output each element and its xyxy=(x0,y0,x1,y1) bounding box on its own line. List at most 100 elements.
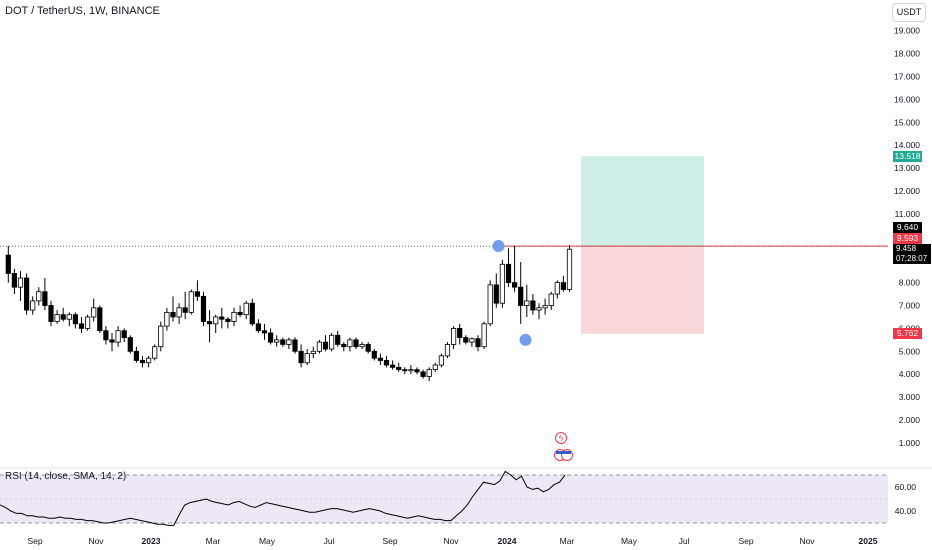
time-tick-label: May xyxy=(259,536,276,546)
symbol-title[interactable]: DOT / TetherUS, 1W, BINANCE xyxy=(5,5,160,17)
time-tick-label: Sep xyxy=(27,536,42,546)
candle-down xyxy=(322,341,329,350)
candle-down xyxy=(206,321,213,325)
candle-down xyxy=(127,337,133,352)
candle-up xyxy=(91,307,97,318)
bar-countdown: 07:28:07 xyxy=(896,254,928,263)
stop-price-badge: 5.762 xyxy=(893,328,922,339)
candle-down xyxy=(103,330,109,341)
candle-down xyxy=(11,273,17,288)
candle-up xyxy=(481,323,487,348)
candle-up xyxy=(450,327,457,345)
candle-down xyxy=(493,284,499,304)
candle-up xyxy=(54,314,60,322)
candle-up xyxy=(152,346,158,359)
candle-down xyxy=(267,332,274,343)
candle-down xyxy=(512,282,518,288)
candle-down xyxy=(109,339,115,343)
price-tick-label: 14.000 xyxy=(894,140,920,150)
price-tick-label: 13.000 xyxy=(894,163,920,173)
candle-up xyxy=(188,291,194,313)
stop-zone xyxy=(581,246,704,334)
time-tick-label: Mar xyxy=(206,536,221,546)
candle-down xyxy=(298,350,304,364)
candle-down xyxy=(249,302,255,325)
lightning-icon: ϟ xyxy=(559,434,564,443)
price-tick-label: 12.000 xyxy=(894,186,920,196)
time-tick-label: 2025 xyxy=(859,536,878,546)
candle-up xyxy=(542,305,548,309)
candle-down xyxy=(463,337,469,343)
candle-up xyxy=(432,364,438,371)
currency-button[interactable]: USDT xyxy=(892,3,926,22)
candle-down xyxy=(182,307,188,313)
candle-up xyxy=(444,344,451,357)
price-tick-label: 15.000 xyxy=(894,117,920,127)
candle-up xyxy=(347,339,353,348)
last-price-badge: 9.458 07:28:07 xyxy=(893,244,931,264)
candle-down xyxy=(139,360,146,364)
candle-up xyxy=(316,341,323,352)
candle-up xyxy=(164,311,170,327)
event-icons[interactable]: ϟ xyxy=(554,432,573,461)
long-position-tool[interactable] xyxy=(0,156,888,334)
candle-down xyxy=(255,323,262,332)
candle-up xyxy=(554,282,560,295)
candle-down xyxy=(530,300,536,311)
high-marker-dot xyxy=(492,240,505,253)
markers xyxy=(492,240,532,346)
entry-price-badge: 9.593 xyxy=(893,233,922,244)
rsi-tick-label: 60.00 xyxy=(895,482,917,492)
rsi-pane[interactable]: 60.00 40.00 xyxy=(0,467,932,526)
candle-down xyxy=(200,295,207,322)
candle-down xyxy=(518,286,524,306)
candle-down xyxy=(48,305,54,322)
candle-down xyxy=(60,314,66,320)
candle-down xyxy=(505,263,512,283)
candle-down xyxy=(5,254,11,274)
candle-up xyxy=(548,293,554,306)
candle-down xyxy=(414,369,420,373)
candle-up xyxy=(274,339,280,343)
rsi-line xyxy=(0,470,566,526)
target-zone xyxy=(581,156,704,247)
time-tick-label: Mar xyxy=(560,536,575,546)
candle-down xyxy=(335,334,341,345)
candle-down xyxy=(353,339,359,348)
candle-up xyxy=(328,334,335,350)
time-tick-label: Sep xyxy=(382,536,397,546)
candle-down xyxy=(371,350,377,359)
price-tick-label: 19.000 xyxy=(894,26,920,36)
price-tick-label: 16.000 xyxy=(894,94,920,104)
candle-down xyxy=(389,364,396,368)
price-tick-label: 11.000 xyxy=(895,209,921,219)
candle-down xyxy=(42,291,48,306)
time-tick-label: Jul xyxy=(679,536,690,546)
price-tick-label: 3.000 xyxy=(899,392,921,402)
price-tick-label: 5.000 xyxy=(899,346,921,356)
candle-down xyxy=(78,323,85,329)
time-axis[interactable]: Sep Nov 2023 Mar May Jul Sep Nov 2024 Mar May Jul Se… xyxy=(27,536,877,546)
us-flag-icon xyxy=(556,451,564,454)
price-tick-label: 18.000 xyxy=(894,49,920,59)
candle-down xyxy=(170,311,176,318)
time-tick-label: Jul xyxy=(324,536,335,546)
candle-down xyxy=(194,291,200,297)
candle-down xyxy=(420,371,426,377)
candle-down xyxy=(341,344,347,348)
candle-up xyxy=(566,248,573,290)
candle-down xyxy=(377,357,384,361)
candle-up xyxy=(499,263,506,304)
candle-up xyxy=(17,277,24,288)
candle-up xyxy=(286,339,292,345)
candle-down xyxy=(475,338,481,348)
candle-up xyxy=(85,316,91,329)
candle-down xyxy=(365,344,371,352)
candle-down xyxy=(133,350,139,361)
candle-up xyxy=(426,369,432,377)
candle-down xyxy=(261,330,268,334)
rsi-legend[interactable]: RSI (14, close, SMA, 14, 2) xyxy=(5,471,127,482)
us-flag-icon xyxy=(563,451,571,454)
candle-down xyxy=(237,311,243,316)
